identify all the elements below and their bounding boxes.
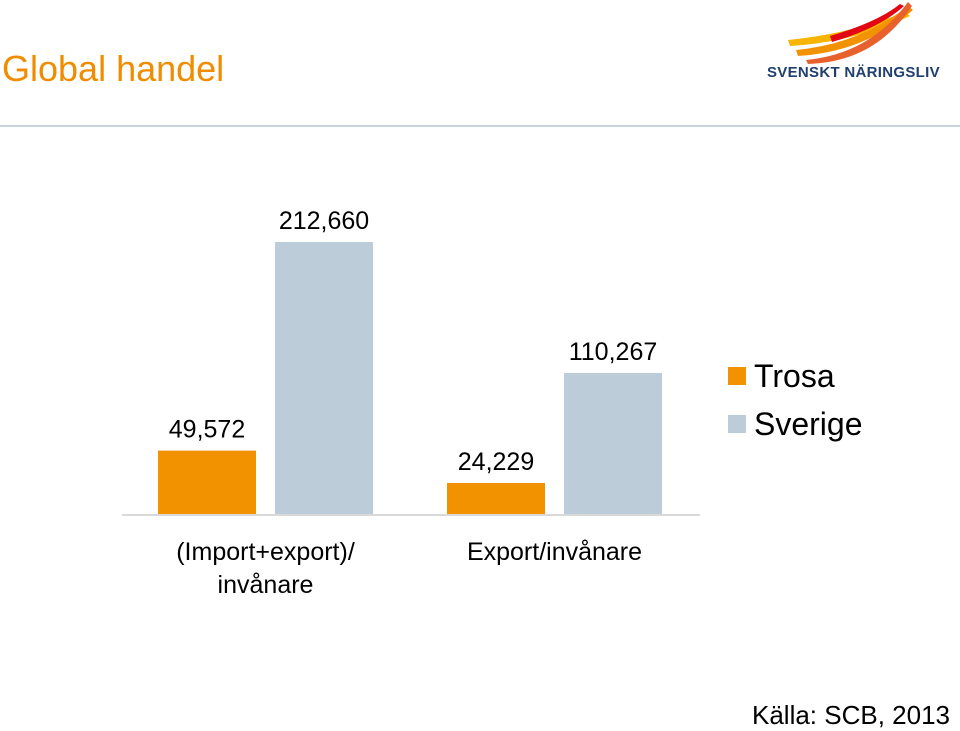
data-label-trosa-0: 49,572	[169, 416, 245, 444]
logo-icon	[788, 2, 913, 64]
source-note: Källa: SCB, 2013	[751, 700, 950, 730]
category-label-1: Export/invånare	[467, 538, 642, 566]
legend-item-trosa: Trosa	[728, 352, 863, 400]
bar-sverige-1	[564, 372, 662, 514]
header-divider	[0, 125, 960, 127]
legend-item-sverige: Sverige	[728, 400, 863, 448]
bar-trosa-0	[158, 450, 256, 514]
bar-sverige-0	[275, 242, 373, 514]
bar-trosa-1	[447, 483, 545, 514]
data-label-sverige-1: 110,267	[569, 338, 658, 366]
legend-label-sverige: Sverige	[754, 405, 863, 442]
legend-swatch-trosa	[728, 367, 746, 385]
page-title: Global handel	[2, 48, 225, 89]
category-label-0: (Import+export)/invånare	[176, 538, 355, 599]
data-label-sverige-0: 212,660	[279, 207, 369, 235]
data-label-trosa-1: 24,229	[458, 448, 534, 476]
legend-swatch-sverige	[728, 415, 746, 433]
chart-legend: Trosa Sverige	[728, 352, 863, 448]
legend-label-trosa: Trosa	[754, 357, 835, 394]
logo-text: SVENSKT NÄRINGSLIV	[767, 64, 940, 81]
